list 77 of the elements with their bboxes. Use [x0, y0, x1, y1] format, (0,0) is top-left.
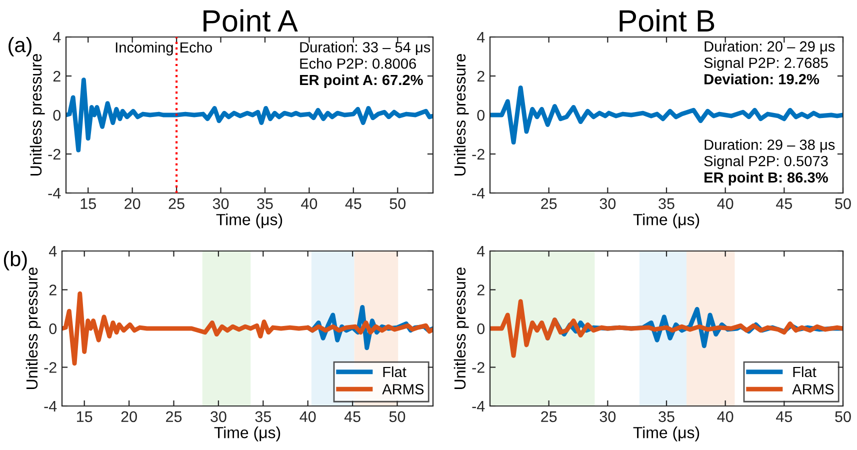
y-tick-label: -2: [44, 362, 56, 373]
x-tick-label: 25: [541, 198, 557, 210]
annotation: Signal P2P: 2.7685: [704, 57, 828, 71]
y-tick-label: 0: [477, 323, 485, 334]
y-tick-label: 4: [476, 32, 485, 43]
y-tick-label: -4: [44, 401, 57, 412]
x-tick-label: 15: [77, 411, 92, 422]
x-tick-label: 25: [168, 198, 184, 210]
legend-label: ARMS: [792, 384, 834, 394]
y-tick-label: -2: [472, 362, 484, 373]
y-tick-label: 2: [477, 284, 484, 296]
y-tick-label: -4: [472, 188, 485, 199]
y-axis-title: Unitless pressure: [454, 54, 469, 176]
x-tick-label: 35: [658, 198, 674, 210]
x-tick-label: 50: [835, 198, 851, 210]
y-axis-title: Unitless pressure: [26, 268, 41, 389]
x-tick-label: 40: [301, 198, 318, 210]
x-tick-label: 45: [345, 198, 362, 210]
annotation: ER point A: 67.2%: [300, 74, 423, 88]
y-axis-title: Unitless pressure: [30, 54, 45, 176]
y-tick-label: 2: [477, 70, 484, 82]
y-axis-title: Unitless pressure: [454, 268, 469, 389]
annotation: ER point B: 86.3%: [704, 172, 828, 186]
x-tick-label: 35: [658, 411, 674, 422]
x-tick-label: 20: [124, 198, 140, 210]
x-tick-label: 45: [344, 411, 360, 422]
line-series: [62, 291, 433, 366]
y-tick-label: 0: [477, 110, 485, 121]
x-tick-label: 35: [257, 198, 273, 210]
x-tick-label: 40: [717, 411, 734, 422]
annotation: Echo P2P: 0.8006: [300, 58, 416, 69]
x-tick-label: 35: [255, 411, 271, 422]
x-axis-title: Time (μs): [214, 426, 280, 442]
y-tick-label: -2: [472, 148, 484, 160]
y-tick-label: -2: [48, 148, 60, 160]
y-tick-label: 4: [476, 246, 485, 257]
line-series: [490, 299, 843, 358]
text: (b): [4, 251, 27, 270]
x-tick-label: 50: [389, 411, 406, 422]
y-tick-label: -4: [472, 401, 485, 412]
annotation: Duration: 33 – 54 μs: [300, 42, 430, 56]
text: (a): [8, 37, 32, 56]
annotation: Duration: 20 – 29 μs: [704, 40, 835, 54]
chart-title: Point B: [620, 9, 714, 32]
x-tick-label: 20: [121, 411, 137, 422]
x-axis-title: Time (μs): [633, 426, 700, 442]
legend-label: ARMS: [382, 384, 424, 394]
x-tick-label: 45: [776, 411, 792, 422]
x-tick-label: 40: [717, 198, 734, 210]
annotation: Deviation: 19.2%: [704, 74, 820, 84]
annotation: Duration: 29 – 38 μs: [704, 139, 835, 153]
x-axis-title: Time (μs): [216, 213, 282, 228]
y-tick-label: -4: [48, 188, 61, 199]
x-tick-label: 15: [80, 198, 96, 210]
y-tick-label: 4: [52, 32, 61, 43]
legend-label: Flat: [793, 366, 816, 378]
x-axis-title: Time (μs): [633, 213, 700, 228]
y-tick-label: 2: [49, 284, 56, 296]
legend-label: Flat: [383, 366, 406, 378]
x-tick-label: 30: [210, 411, 226, 422]
annotation: Incoming: [116, 42, 173, 56]
x-tick-label: 30: [600, 198, 616, 210]
x-tick-label: 50: [390, 198, 406, 210]
x-tick-label: 45: [776, 198, 792, 210]
chart-title: Point A: [204, 9, 298, 32]
annotation: Echo: [180, 42, 212, 53]
x-tick-label: 40: [300, 411, 316, 422]
y-tick-label: 0: [49, 323, 57, 334]
annotation: Signal P2P: 0.5073: [704, 156, 828, 170]
x-tick-label: 50: [835, 411, 851, 422]
x-tick-label: 30: [600, 411, 616, 422]
x-tick-label: 25: [541, 411, 557, 422]
y-tick-label: 4: [48, 246, 57, 257]
x-tick-label: 30: [212, 198, 229, 210]
x-tick-label: 25: [166, 411, 182, 422]
y-tick-label: 2: [53, 70, 60, 82]
y-tick-label: 0: [53, 110, 61, 121]
